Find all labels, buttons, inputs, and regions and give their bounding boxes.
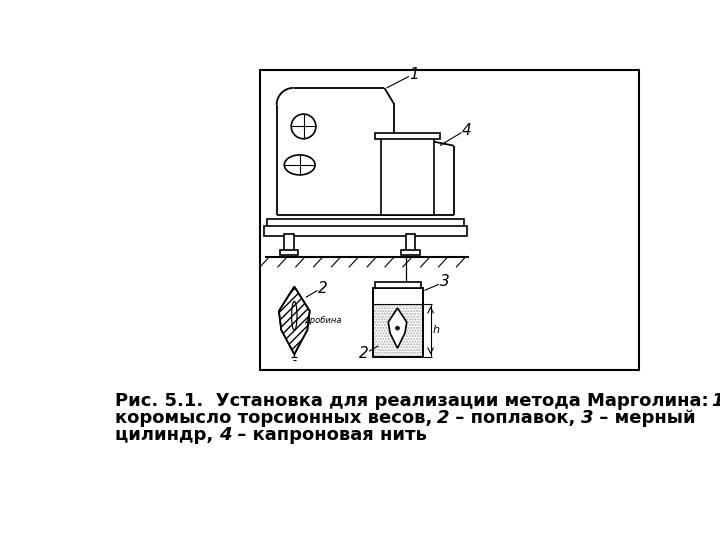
Text: коромысло торсионных весов,: коромысло торсионных весов, [115,409,438,427]
Bar [267,219,464,226]
Text: – поплавок,: – поплавок, [449,409,582,427]
Bar [381,138,434,215]
Bar [264,226,467,236]
Bar [284,234,294,251]
Polygon shape [279,287,310,354]
Polygon shape [276,88,454,215]
Text: 1: 1 [409,66,418,82]
Text: 4: 4 [462,123,472,138]
Text: – капроновая нить: – капроновая нить [231,426,427,444]
Bar [401,249,420,255]
Text: 1: 1 [711,392,720,410]
Bar [406,234,415,251]
Text: h: h [433,326,440,335]
Text: 3: 3 [440,274,449,289]
Text: – мерный: – мерный [593,409,696,427]
Text: дробина: дробина [305,316,342,325]
Text: цилиндр,: цилиндр, [115,426,220,444]
Text: 4: 4 [219,426,231,444]
Bar [375,282,420,288]
Text: Рис. 5.1.  Установка для реализации метода Марголина:: Рис. 5.1. Установка для реализации метод… [115,392,715,410]
Circle shape [395,326,400,330]
Bar [373,288,423,357]
Bar [260,70,639,370]
Text: 2: 2 [436,409,449,427]
Bar [373,288,423,357]
Polygon shape [388,308,407,348]
Bar [279,249,298,255]
Bar [375,133,440,139]
Bar [374,303,422,356]
Text: 2: 2 [359,346,369,361]
Text: 3: 3 [580,409,593,427]
Text: 2: 2 [318,281,328,295]
